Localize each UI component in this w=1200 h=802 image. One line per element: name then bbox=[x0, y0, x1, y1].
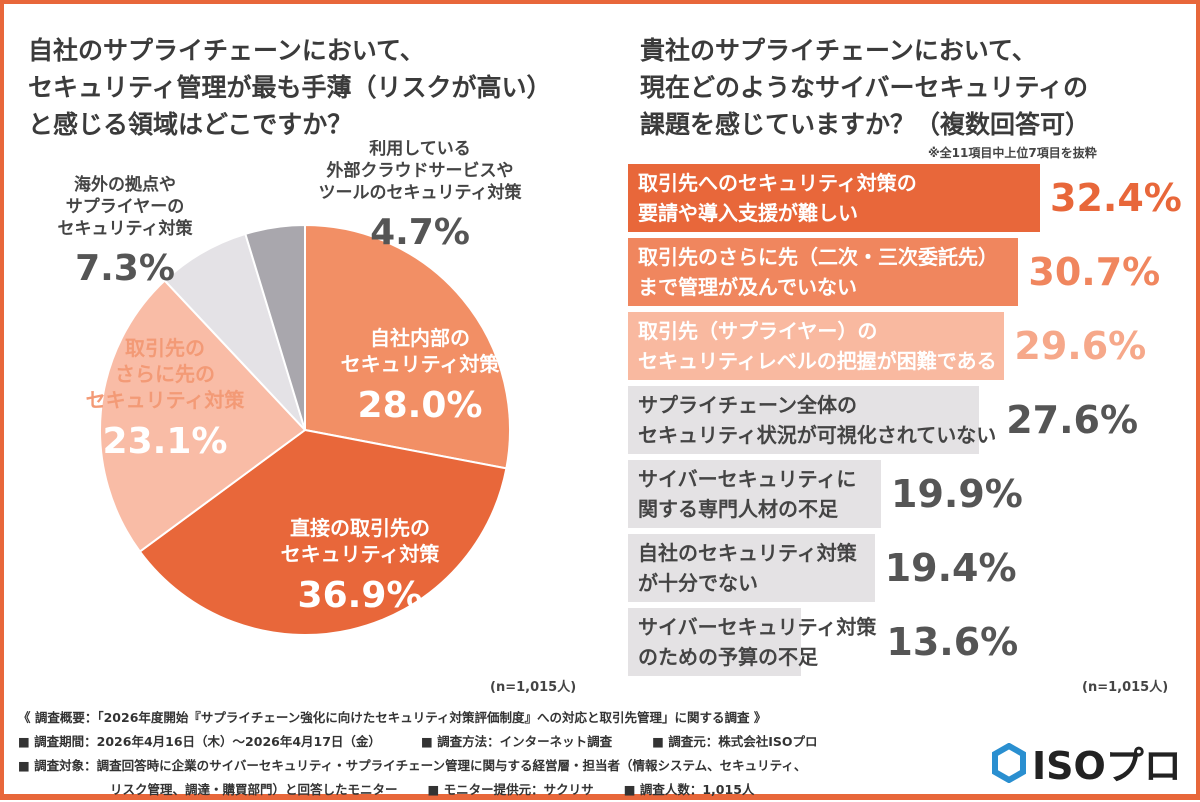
bar: 自社のセキュリティ対策 が十分でない 19.4% bbox=[628, 534, 1017, 602]
bar-label: 取引先（サプライヤー）の セキュリティレベルの把握が困難である bbox=[638, 319, 997, 373]
pie-slice-value: 4.7% bbox=[370, 212, 470, 253]
bar-label: 取引先へのセキュリティ対策の 要請や導入支援が難しい bbox=[638, 171, 917, 225]
bar-value: 30.7% bbox=[1028, 250, 1161, 294]
bar-title: 貴社のサプライチェーンにおいて、 現在どのようなサイバーセキュリティの 課題を感… bbox=[640, 36, 1091, 139]
pie-slice bbox=[244, 223, 306, 431]
bar: サイバーセキュリティに 関する専門人材の不足 19.9% bbox=[628, 460, 1023, 528]
logo-text: ISOプロ bbox=[1032, 744, 1182, 788]
pie-chart: 自社内部のセキュリティ対策 28.0% 直接の取引先のセキュリティ対策 36.9% 取引… bbox=[58, 140, 523, 636]
pie-slice bbox=[138, 428, 508, 636]
pie-slice-label: 海外の拠点やサプライヤーのセキュリティ対策 bbox=[58, 174, 194, 239]
survey-title: 《 調査概要：「2026年度開始『サプライチェーン強化に向けたセキュリティ対策評… bbox=[18, 710, 767, 725]
bar-label: 取引先のさらに先（二次・三次委託先） まで管理が及んでいない bbox=[638, 245, 998, 299]
bar: 取引先へのセキュリティ対策の 要請や導入支援が難しい 32.4% bbox=[628, 164, 1182, 232]
bar-label: サプライチェーン全体の セキュリティ状況が可視化されていない bbox=[638, 393, 997, 447]
survey-target: ■ 調査対象：調査回答時に企業のサイバーセキュリティ・サプライチェーン管理に関与… bbox=[18, 758, 807, 773]
survey-period: ■ 調査期間：2026年4月16日（木）〜2026年4月17日（金） bbox=[18, 734, 381, 749]
survey-method: ■ 調査方法：インターネット調査 bbox=[420, 734, 613, 749]
survey-provider: ■ モニター提供元：サクリサ bbox=[427, 782, 594, 797]
bar-note: ※全11項目中上位7項目を抜粋 bbox=[928, 146, 1097, 160]
pie-slice-value: 36.9% bbox=[298, 575, 423, 616]
pie-slice-label: 自社内部のセキュリティ対策 bbox=[341, 326, 501, 376]
bar-value: 19.9% bbox=[891, 472, 1023, 516]
bar-label: サイバーセキュリティに 関する専門人材の不足 bbox=[638, 467, 857, 521]
pie-slice bbox=[99, 279, 307, 553]
survey-target-cont: リスク管理、調達・購買部門）と回答したモニター bbox=[110, 782, 398, 797]
bar: サプライチェーン全体の セキュリティ状況が可視化されていない 27.6% bbox=[628, 386, 1138, 454]
bar-n: (n=1,015人) bbox=[1082, 680, 1169, 695]
bar-value: 32.4% bbox=[1050, 176, 1182, 220]
bar-label: 自社のセキュリティ対策 が十分でない bbox=[638, 541, 857, 595]
pie-slice-label: 取引先のさらに先のセキュリティ対策 bbox=[86, 336, 246, 412]
bar: サイバーセキュリティ対策 のための予算の不足 13.6% bbox=[628, 608, 1018, 676]
bar-value: 29.6% bbox=[1014, 324, 1147, 368]
bar-value: 27.6% bbox=[1006, 398, 1139, 442]
pie-title: 自社のサプライチェーンにおいて、 セキュリティ管理が最も手薄（リスクが高い） と… bbox=[28, 36, 552, 139]
hexagon-logo-icon bbox=[992, 742, 1026, 783]
pie-slice-label: 利用している外部クラウドサービスやツールのセキュリティ対策 bbox=[319, 140, 523, 203]
pie-slice-value: 23.1% bbox=[103, 421, 228, 462]
pie-slice-value: 7.3% bbox=[75, 248, 175, 289]
survey-count: ■ 調査人数：1,015人 bbox=[623, 782, 755, 797]
bar: 取引先のさらに先（二次・三次委託先） まで管理が及んでいない 30.7% bbox=[628, 238, 1160, 306]
survey-source: ■ 調査元：株式会社ISOプロ bbox=[652, 734, 818, 749]
bar: 取引先（サプライヤー）の セキュリティレベルの把握が困難である 29.6% bbox=[628, 312, 1146, 380]
bar-value: 13.6% bbox=[886, 620, 1019, 664]
pie-n: (n=1,015人) bbox=[490, 680, 577, 695]
pie-slice bbox=[304, 223, 511, 470]
bar-value: 19.4% bbox=[884, 546, 1017, 590]
survey-footer: 《 調査概要：「2026年度開始『サプライチェーン強化に向けたセキュリティ対策評… bbox=[18, 706, 818, 802]
pie-slice-label: 直接の取引先のセキュリティ対策 bbox=[281, 516, 441, 566]
pie-slice-value: 28.0% bbox=[358, 385, 483, 426]
bar-label: サイバーセキュリティ対策 のための予算の不足 bbox=[638, 615, 877, 669]
logo: ISOプロ bbox=[992, 735, 1182, 790]
